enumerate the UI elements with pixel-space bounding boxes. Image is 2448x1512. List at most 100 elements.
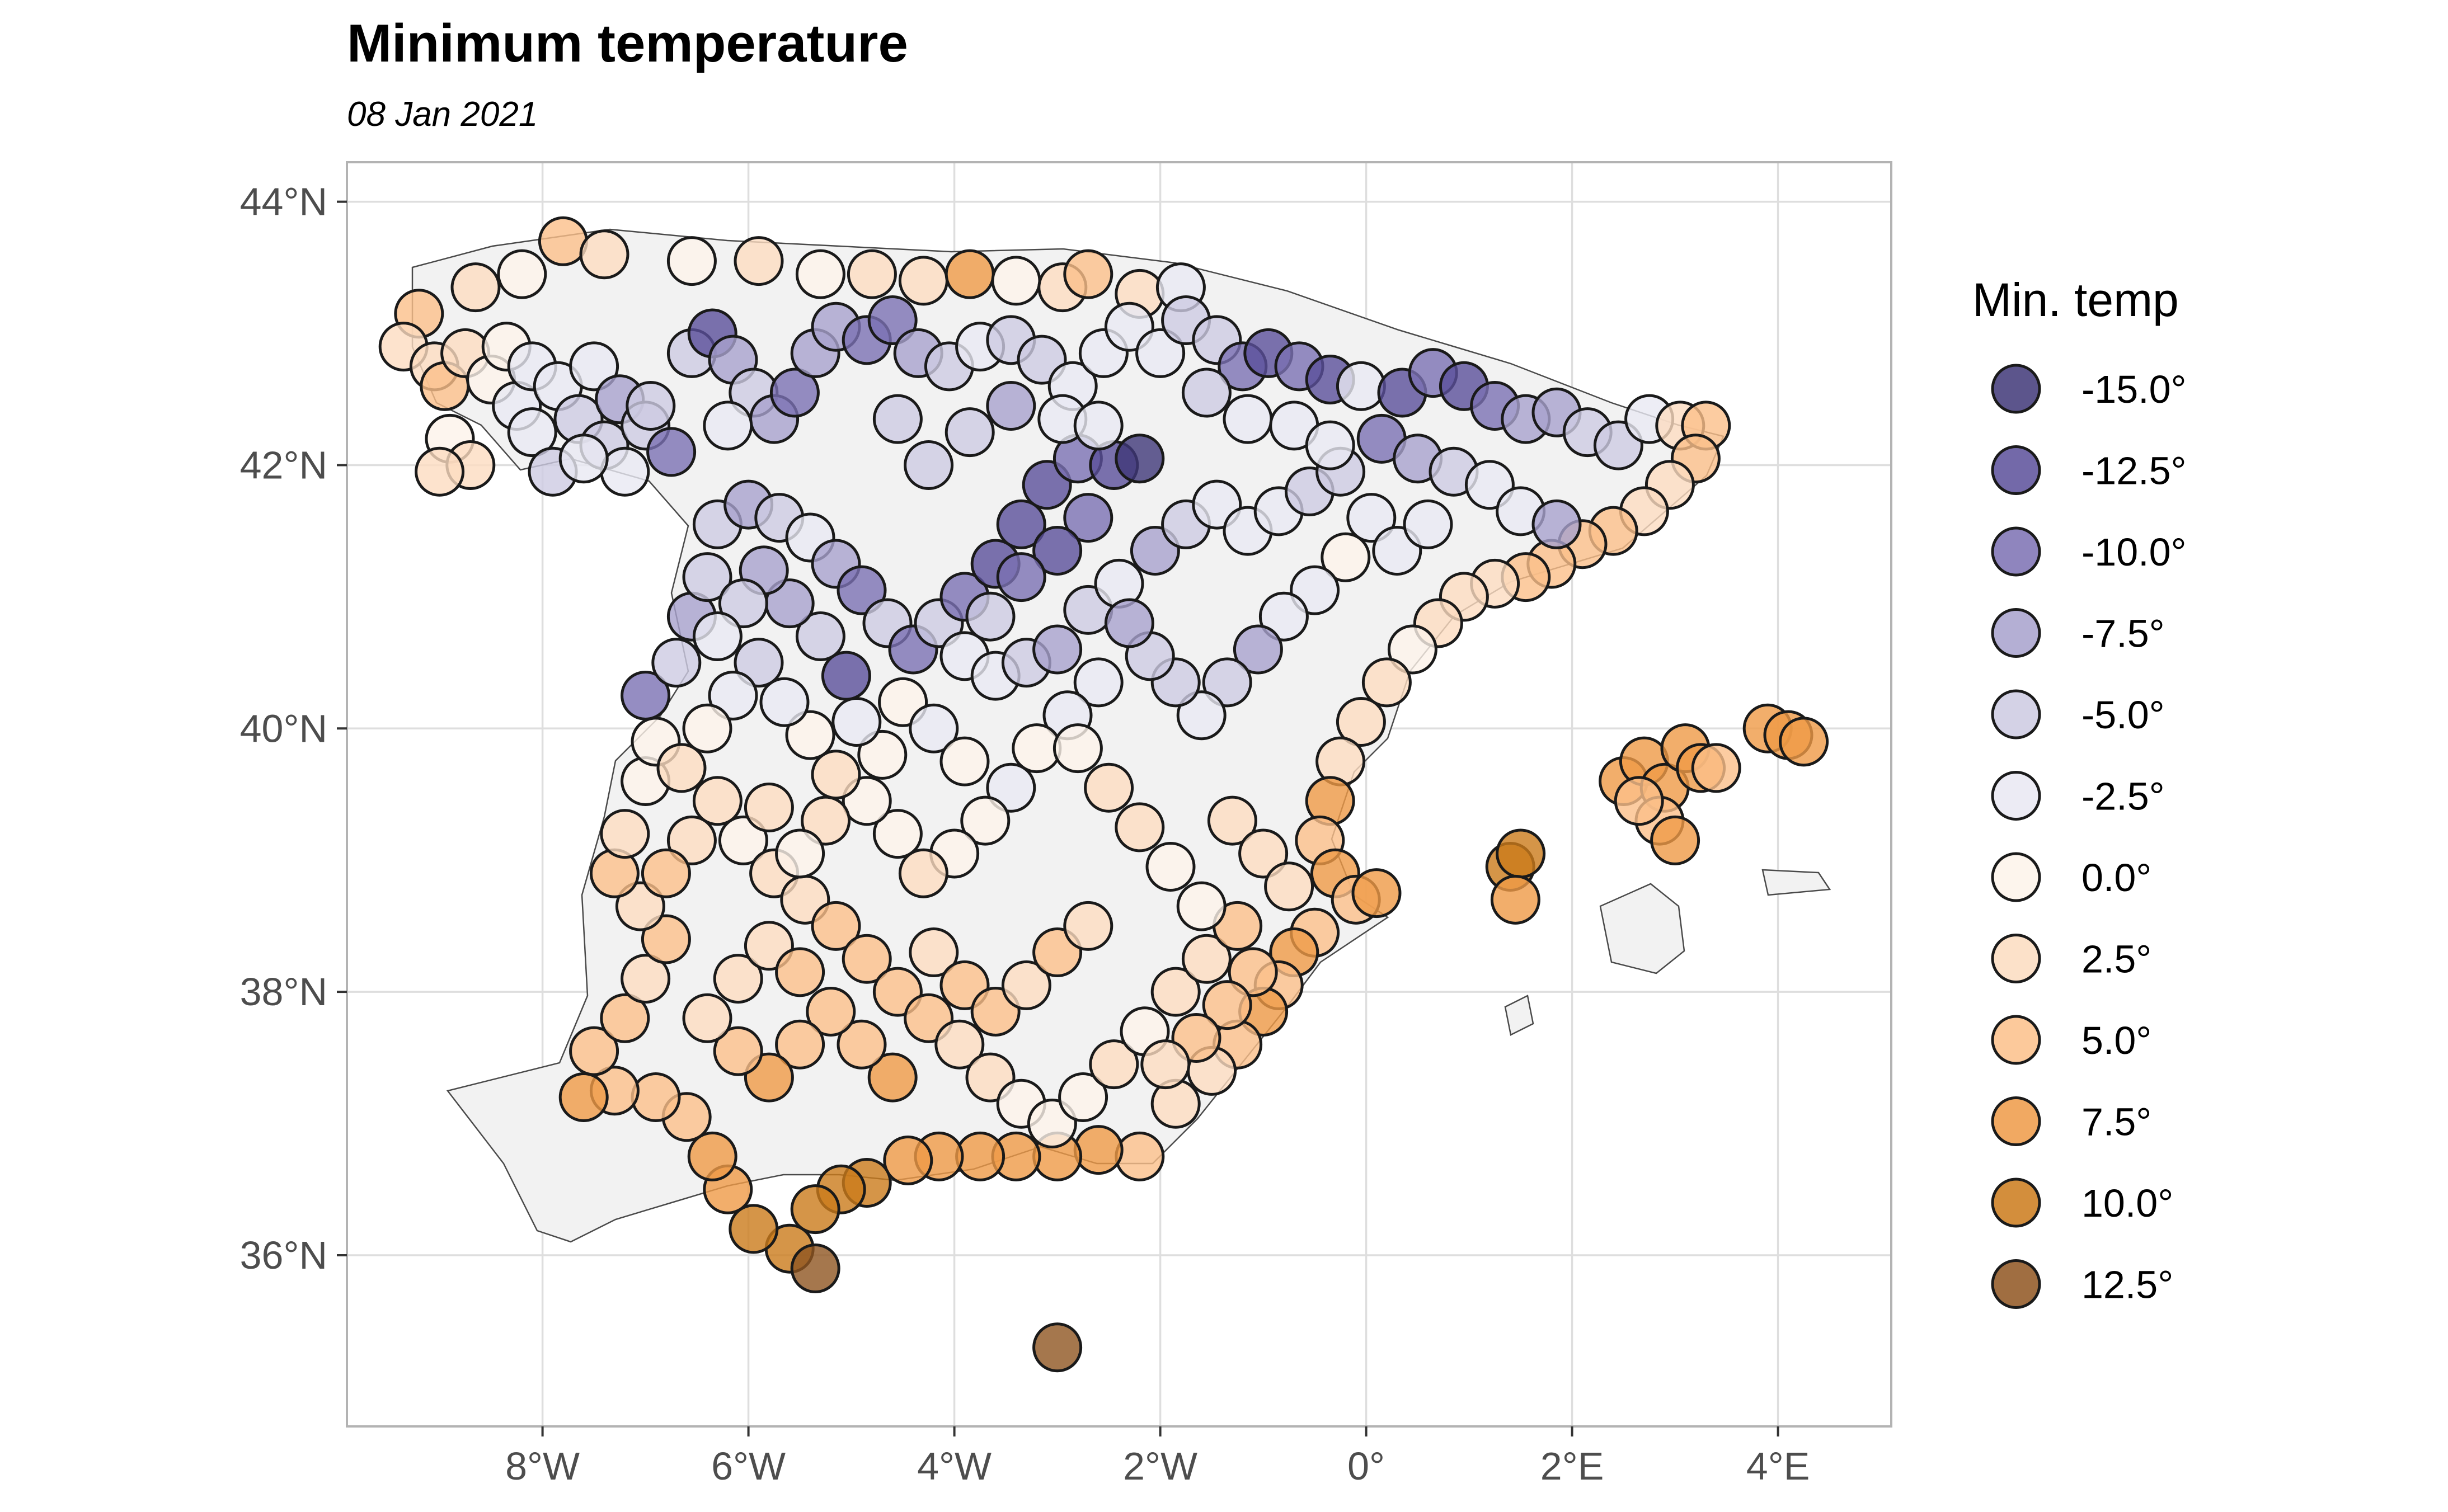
station-point	[682, 552, 732, 602]
station-point	[872, 394, 923, 444]
station-point	[872, 809, 923, 859]
station-point	[1073, 657, 1124, 708]
station-point	[837, 565, 887, 615]
station-point	[1238, 828, 1289, 879]
legend-label: -10.0°	[2081, 530, 2187, 574]
station-point	[1001, 960, 1051, 1010]
station-point	[1264, 861, 1314, 912]
station-point	[538, 216, 588, 266]
station-point	[497, 249, 547, 299]
station-point	[909, 703, 959, 753]
station-point	[558, 1072, 609, 1122]
station-point	[646, 427, 697, 477]
station-point	[558, 434, 609, 484]
legend-key	[1991, 1177, 2041, 1228]
station-point	[1361, 657, 1412, 708]
station-points	[378, 216, 1829, 1373]
y-tick-label: 42°N	[240, 443, 327, 487]
station-point	[615, 881, 665, 931]
station-point	[898, 256, 948, 306]
station-point	[1233, 624, 1283, 675]
legend-key	[1991, 771, 2041, 821]
station-point	[806, 986, 856, 1037]
station-point	[847, 249, 897, 299]
station-point	[837, 1019, 887, 1070]
station-point	[1176, 881, 1227, 931]
menorca-island	[1761, 869, 1831, 896]
station-point	[909, 927, 959, 977]
station-point	[656, 743, 707, 793]
y-axis: 36°N 38°N 40°N 42°N 44°N	[240, 180, 347, 1277]
legend-key	[1991, 852, 2041, 902]
y-tick-label: 44°N	[240, 180, 327, 224]
station-point	[759, 677, 810, 727]
station-point	[1691, 743, 1741, 793]
station-point	[600, 446, 650, 497]
station-point	[1150, 967, 1201, 1017]
station-point	[1490, 874, 1540, 925]
station-point	[945, 407, 995, 458]
station-point	[579, 229, 629, 280]
station-point	[1032, 1322, 1083, 1373]
station-point	[666, 815, 717, 865]
station-point	[631, 1072, 681, 1122]
station-point	[1063, 493, 1113, 543]
station-point	[986, 381, 1036, 431]
station-point	[703, 401, 753, 451]
legend-key	[1991, 526, 2041, 577]
station-point	[415, 446, 465, 497]
panel-border	[346, 161, 1892, 1428]
station-point	[775, 828, 825, 879]
station-point	[692, 611, 743, 661]
x-tick-label: 2°E	[1540, 1444, 1604, 1488]
legend-label: -12.5°	[2081, 449, 2187, 493]
x-tick-label: 4°W	[917, 1444, 992, 1488]
station-point	[1336, 697, 1386, 747]
station-point	[1181, 934, 1232, 984]
station-point	[718, 815, 768, 865]
station-point	[801, 795, 851, 846]
station-point	[790, 1243, 840, 1293]
station-point	[1351, 868, 1402, 918]
station-point	[718, 578, 768, 629]
station-point	[991, 256, 1041, 306]
station-point	[1073, 1125, 1124, 1175]
x-tick-label: 2°W	[1123, 1444, 1197, 1488]
station-point	[934, 1019, 985, 1070]
station-point	[1084, 762, 1134, 813]
legend-key	[1991, 934, 2041, 983]
y-tick-label: 40°N	[240, 706, 327, 750]
legend-label: -15.0°	[2081, 368, 2187, 411]
station-point	[1202, 657, 1252, 708]
x-tick-label: 4°E	[1746, 1444, 1810, 1488]
station-point	[945, 249, 995, 299]
legend-label: 2.5°	[2081, 938, 2151, 981]
y-tick-label: 36°N	[240, 1233, 327, 1277]
station-point	[1181, 368, 1232, 418]
station-point	[898, 848, 948, 898]
station-point	[1145, 841, 1196, 892]
x-tick-label: 0°	[1347, 1444, 1385, 1488]
station-point	[986, 762, 1036, 813]
station-point	[713, 954, 763, 1004]
station-point	[507, 407, 557, 458]
station-point	[1063, 249, 1113, 299]
station-point	[1496, 828, 1546, 879]
chart-subtitle: 08 Jan 2021	[347, 95, 538, 134]
legend-label: -7.5°	[2081, 612, 2165, 656]
station-point	[1115, 802, 1165, 852]
station-point	[687, 1131, 737, 1181]
station-point	[1063, 901, 1113, 951]
legend-label: 10.0°	[2081, 1181, 2173, 1225]
mallorca-island	[1599, 883, 1685, 974]
station-point	[775, 1019, 825, 1070]
station-point	[1135, 328, 1186, 378]
station-point	[1228, 947, 1278, 997]
station-point	[1176, 690, 1227, 741]
station-point	[795, 249, 845, 299]
station-point	[1115, 434, 1165, 484]
legend-label: -5.0°	[2081, 693, 2165, 737]
legend-key	[1991, 364, 2041, 414]
station-point	[867, 295, 918, 345]
